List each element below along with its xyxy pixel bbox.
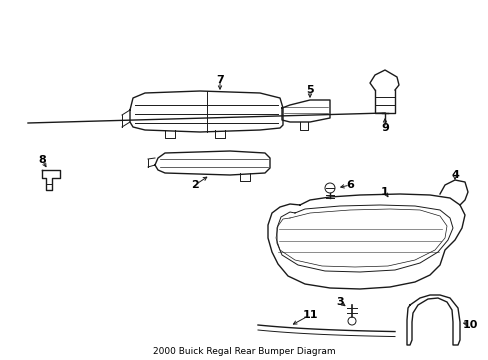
Text: 5: 5 [305,85,313,95]
Text: 1: 1 [380,187,388,197]
Text: 6: 6 [346,180,353,190]
Text: 4: 4 [450,170,458,180]
Text: 11: 11 [302,310,317,320]
Text: 8: 8 [38,155,46,165]
Text: 2: 2 [191,180,199,190]
Text: 9: 9 [380,123,388,133]
Text: 3: 3 [336,297,343,307]
Text: 7: 7 [216,75,224,85]
Text: 10: 10 [461,320,477,330]
Text: 2000 Buick Regal Rear Bumper Diagram: 2000 Buick Regal Rear Bumper Diagram [152,347,335,356]
